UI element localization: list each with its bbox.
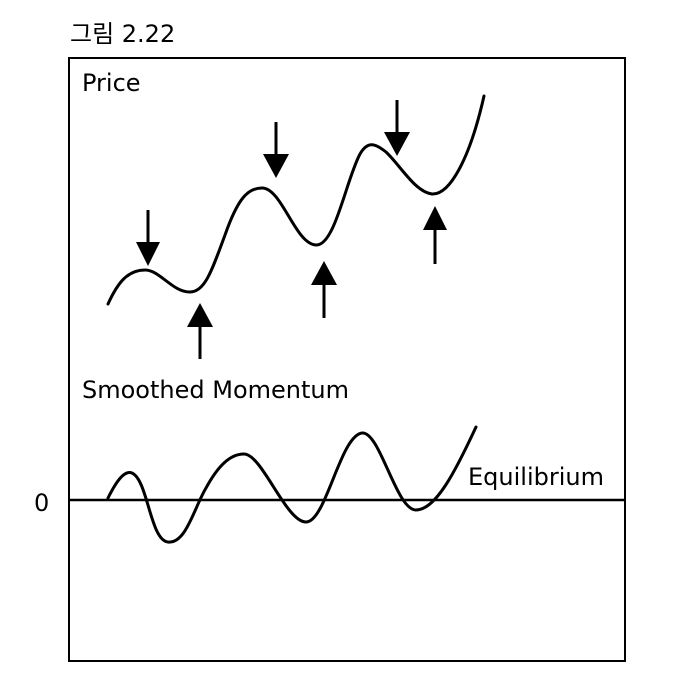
down-arrow-2 (263, 122, 289, 178)
down-arrow-3 (384, 100, 410, 156)
zero-axis-label: 0 (34, 489, 50, 517)
price-curve (106, 94, 486, 306)
momentum-label: Smoothed Momentum (82, 376, 349, 404)
up-arrow-3 (423, 206, 447, 264)
up-arrow-2 (311, 261, 337, 318)
down-arrow-1 (136, 210, 160, 266)
momentum-curve (106, 425, 478, 544)
up-arrow-1 (187, 303, 213, 359)
chart-frame (68, 57, 626, 662)
figure-title: 그림 2.22 (70, 20, 176, 48)
price-label: Price (82, 69, 141, 97)
equilibrium-label: Equilibrium (468, 463, 604, 491)
